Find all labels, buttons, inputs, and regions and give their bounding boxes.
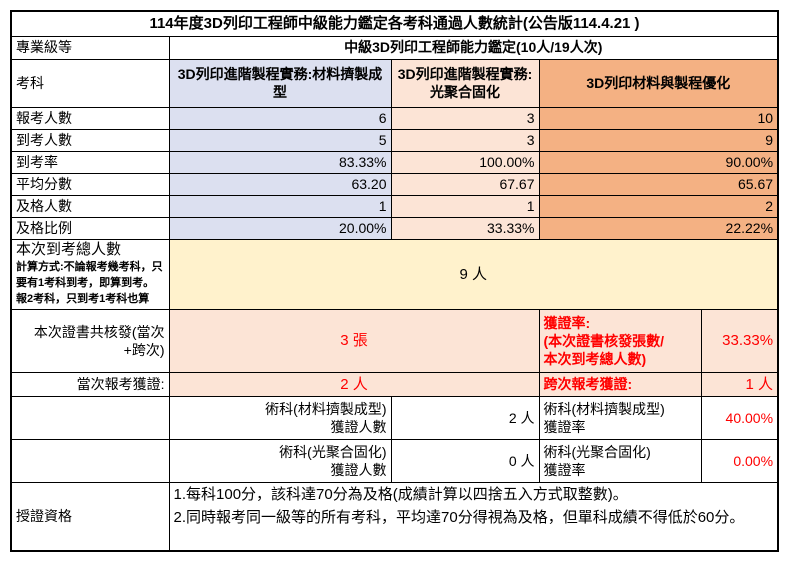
stat-row-pass-rate: 及格比例 20.00% 33.33% 22.22% [10,216,779,240]
practical-count-label: 術科(光聚合固化) 獲證人數 [168,439,392,484]
attendance-total-label-cell: 本次到考總人數 計算方式:不論報考幾考科，只要有1考科到考，即算到考。報2考科，… [10,238,170,311]
certification-rate-value: 33.33% [700,309,779,374]
practical-count-label: 術科(材料擠製成型) 獲證人數 [168,396,392,441]
practical-rate-label: 術科(光聚合固化) 獲證率 [538,439,702,484]
stat-value-subject1: 5 [168,128,392,152]
cross-session-label: 跨次報考獲證: [538,372,702,398]
stat-value-subject1: 6 [168,106,392,130]
stats-table: 114年度3D列印工程師中級能力鑑定各考科通過人數統計(公告版114.4.21 … [10,10,780,552]
cross-session-value: 1 人 [700,372,779,398]
stat-value-subject3: 2 [538,194,779,218]
stat-value-subject1: 63.20 [168,172,392,196]
stat-value-subject1: 1 [168,194,392,218]
stat-value-subject2: 67.67 [390,172,540,196]
qualification-label: 授證資格 [10,482,170,552]
empty-cell [10,396,170,441]
stat-value-subject3: 10 [538,106,779,130]
stat-value-subject3: 22.22% [538,216,779,240]
empty-cell [10,439,170,484]
attendance-total-label: 本次到考總人數 [16,240,122,258]
stat-value-subject3: 9 [538,128,779,152]
stat-value-subject2: 3 [390,106,540,130]
stat-value-subject1: 20.00% [168,216,392,240]
practical-rate-value: 0.00% [700,439,779,484]
practical-rate-label: 術科(材料擠製成型) 獲證率 [538,396,702,441]
stat-label: 到考人數 [10,128,170,152]
report-title: 114年度3D列印工程師中級能力鑑定各考科通過人數統計(公告版114.4.21 … [10,10,779,37]
current-session-value: 2 人 [168,372,540,398]
subject-header-3: 3D列印材料與製程優化 [538,58,779,108]
qualification-text: 1.每科100分，該科達70分為及格(成績計算以四捨五入方式取整數)。 2.同時… [168,482,779,552]
subject-header-1: 3D列印進階製程實務:材料擠製成型 [168,58,392,108]
stat-value-subject2: 3 [390,128,540,152]
certificates-issued-label: 本次證書共核發(當次+跨次) [10,309,170,374]
practical-row-material-extrusion: 術科(材料擠製成型) 獲證人數 2 人 術科(材料擠製成型) 獲證率 40.00… [10,396,779,441]
attendance-total-value: 9 人 [168,238,779,311]
subject-header-label: 考科 [10,58,170,108]
stat-label: 到考率 [10,150,170,174]
attendance-total-note: 計算方式:不論報考幾考科，只要有1考科到考，即算到考。報2考科，只到考1考科也算 [16,261,163,306]
level-value: 中級3D列印工程師能力鑑定(10人/19人次) [168,35,779,60]
stat-row-passed: 及格人數 1 1 2 [10,194,779,218]
stat-label: 及格比例 [10,216,170,240]
stat-row-average-score: 平均分數 63.20 67.67 65.67 [10,172,779,196]
stat-value-subject3: 90.00% [538,150,779,174]
current-session-label: 當次報考獲證: [10,372,170,398]
stat-label: 報考人數 [10,106,170,130]
stat-row-attended: 到考人數 5 3 9 [10,128,779,152]
stat-value-subject3: 65.67 [538,172,779,196]
certificates-issued-value: 3 張 [168,309,540,374]
certification-rate-label: 獲證率: (本次證書核發張數/ 本次到考總人數) [538,309,702,374]
stat-label: 平均分數 [10,172,170,196]
stat-value-subject2: 1 [390,194,540,218]
subject-header-2: 3D列印進階製程實務:光聚合固化 [390,58,540,108]
stat-row-attendance-rate: 到考率 83.33% 100.00% 90.00% [10,150,779,174]
practical-count-value: 0 人 [390,439,540,484]
stat-value-subject1: 83.33% [168,150,392,174]
stat-value-subject2: 100.00% [390,150,540,174]
stat-label: 及格人數 [10,194,170,218]
level-label: 專業級等 [10,35,170,60]
stat-row-registered: 報考人數 6 3 10 [10,106,779,130]
stat-value-subject2: 33.33% [390,216,540,240]
practical-rate-value: 40.00% [700,396,779,441]
practical-row-vat-photopolymerization: 術科(光聚合固化) 獲證人數 0 人 術科(光聚合固化) 獲證率 0.00% [10,439,779,484]
practical-count-value: 2 人 [390,396,540,441]
